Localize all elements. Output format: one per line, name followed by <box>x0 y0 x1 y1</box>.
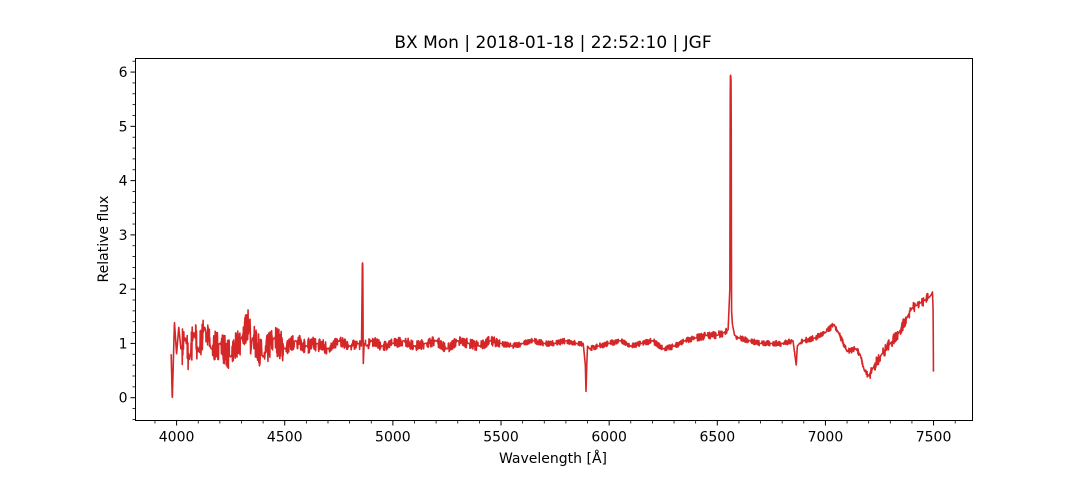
ticks-layer: 4000 4500 5000 5500 6000 6500 7000 7500 0 1 2 3 4 5 6 <box>119 60 956 446</box>
y-tick-label: 3 <box>119 228 128 244</box>
y-tick-label: 0 <box>119 391 128 407</box>
x-tick-label: 4500 <box>267 430 303 446</box>
y-tick-label: 2 <box>119 282 128 298</box>
y-tick-label: 1 <box>119 336 128 352</box>
y-tick-label: 6 <box>119 65 128 81</box>
chart-title: BX Mon | 2018-01-18 | 22:52:10 | JGF <box>394 33 711 53</box>
data-layer <box>170 74 935 399</box>
x-tick-label: 7000 <box>808 430 844 446</box>
x-tick-label: 6000 <box>591 430 627 446</box>
spectrum-series-line <box>170 74 935 399</box>
x-tick-label: 4000 <box>159 430 195 446</box>
x-tick-label: 6500 <box>699 430 735 446</box>
x-axis-label: Wavelength [Å] <box>499 450 607 467</box>
y-axis-label: Relative flux <box>96 196 112 283</box>
x-tick-label: 5500 <box>483 430 519 446</box>
plot-frame <box>135 58 973 421</box>
y-tick-label: 4 <box>119 174 128 190</box>
y-tick-label: 5 <box>119 119 128 135</box>
x-tick-label: 7500 <box>916 430 952 446</box>
x-tick-label: 5000 <box>375 430 411 446</box>
